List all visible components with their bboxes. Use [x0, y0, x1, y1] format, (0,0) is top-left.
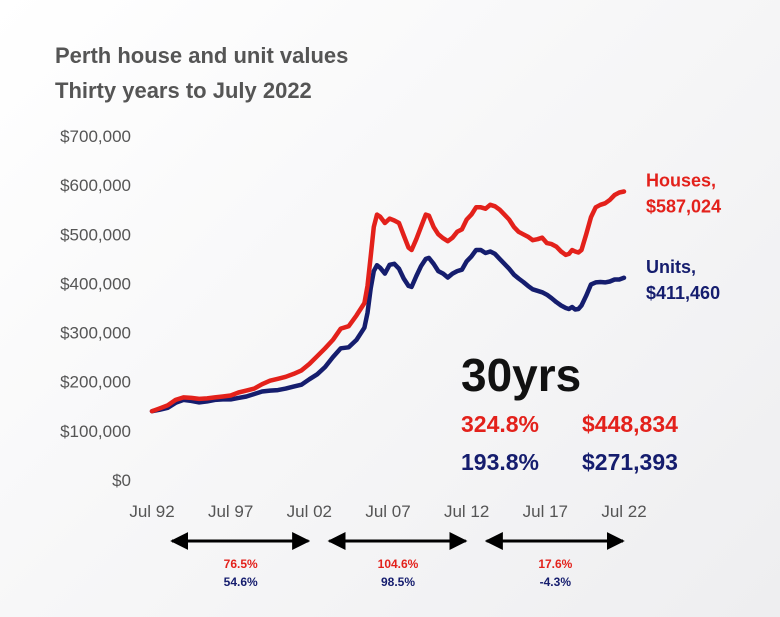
y-tick-label: $600,000	[60, 176, 131, 195]
summary-block: 30yrs 324.8% $448,834 193.8% $271,393	[461, 349, 678, 475]
period-houses-change: 76.5%	[224, 557, 258, 571]
series-end-labels: Houses, $587,024 Units, $411,460	[646, 171, 721, 303]
period-units-change: 98.5%	[381, 575, 415, 589]
y-tick-label: $100,000	[60, 422, 131, 441]
units-end-label-name: Units,	[646, 257, 696, 277]
x-tick-label: Jul 02	[287, 502, 332, 521]
y-tick-label: $400,000	[60, 274, 131, 293]
x-axis-labels: Jul 92 Jul 97 Jul 02 Jul 07 Jul 12 Jul 17 Jul …	[129, 502, 646, 521]
x-tick-label: Jul 22	[601, 502, 646, 521]
y-axis-labels: $0 $100,000 $200,000 $300,000 $400,000 $500,0…	[60, 127, 131, 490]
summary-heading: 30yrs	[461, 349, 581, 401]
summary-percent: 193.8%	[461, 449, 539, 475]
units-series-line	[149, 247, 627, 414]
houses-series-line	[149, 189, 627, 414]
x-tick-label: Jul 12	[444, 502, 489, 521]
y-tick-label: $300,000	[60, 324, 131, 343]
y-tick-label: $200,000	[60, 373, 131, 392]
chart-title-block: Perth house and unit values Thirty years…	[55, 38, 348, 108]
units-end-label-value: $411,460	[646, 283, 720, 303]
period-units-change: -4.3%	[540, 575, 572, 589]
x-tick-label: Jul 17	[523, 502, 568, 521]
houses-end-label-value: $587,024	[646, 197, 721, 217]
x-tick-label: Jul 97	[208, 502, 253, 521]
summary-amount: $448,834	[582, 411, 678, 437]
y-tick-label: $700,000	[60, 127, 131, 146]
period-change-block: 76.5% 54.6% 104.6% 98.5% 17.6% -4.3%	[170, 532, 625, 589]
houses-end-label-name: Houses,	[646, 171, 716, 191]
summary-amount: $271,393	[582, 449, 678, 475]
y-tick-label: $500,000	[60, 225, 131, 244]
series-lines	[149, 189, 627, 414]
period-houses-change: 104.6%	[378, 557, 419, 571]
period-units-change: 54.6%	[224, 575, 258, 589]
summary-percent: 324.8%	[461, 411, 539, 437]
period-houses-change: 17.6%	[538, 557, 572, 571]
x-tick-label: Jul 92	[129, 502, 174, 521]
y-tick-label: $0	[112, 471, 131, 490]
chart-title: Perth house and unit values	[55, 43, 349, 68]
x-tick-label: Jul 07	[365, 502, 410, 521]
chart-subtitle: Thirty years to July 2022	[55, 78, 312, 103]
